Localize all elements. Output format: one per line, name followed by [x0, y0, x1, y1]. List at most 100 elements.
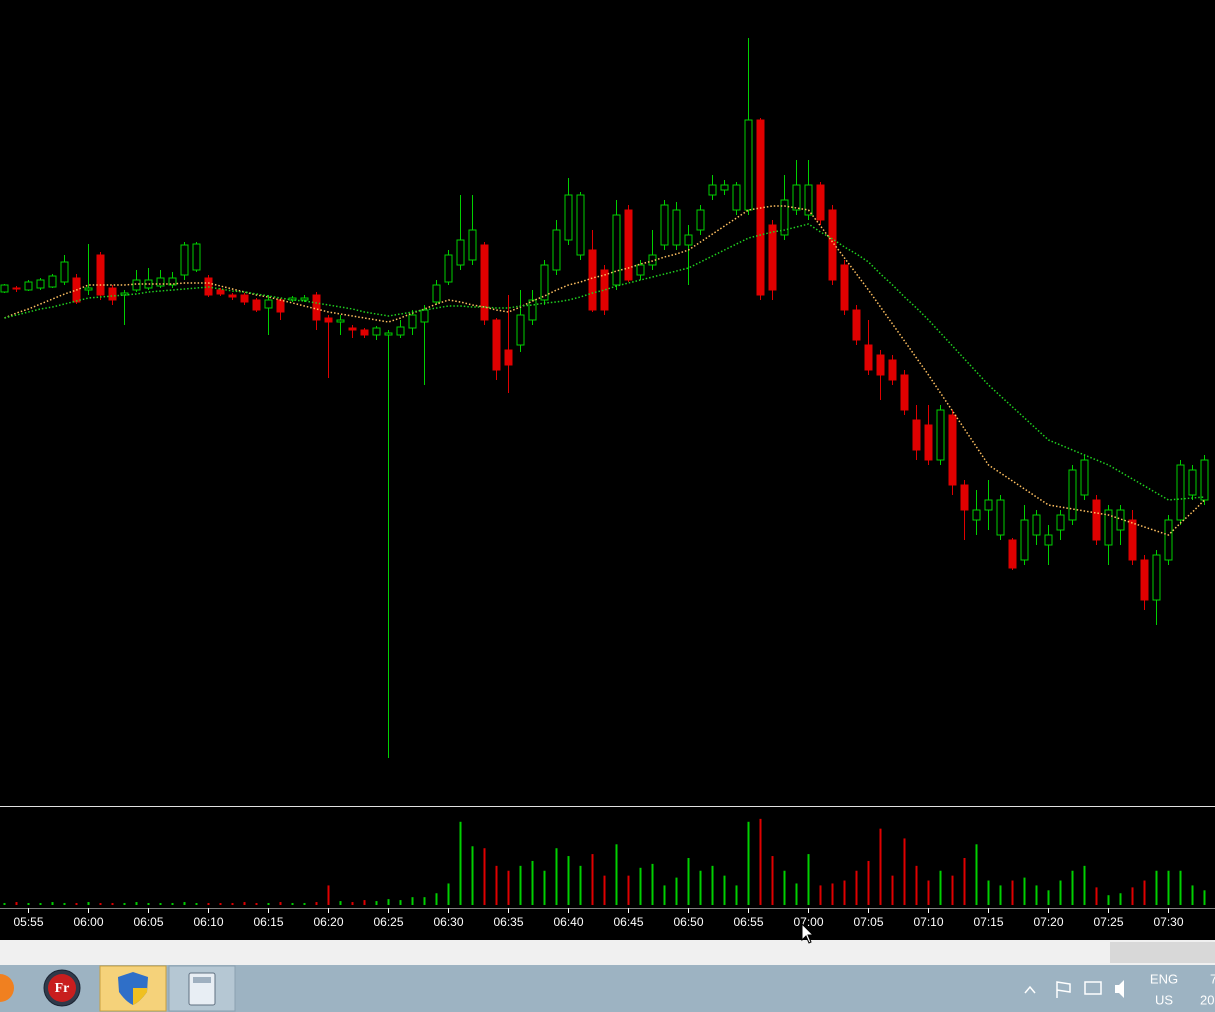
candle-body	[84, 287, 93, 291]
candle-body	[576, 194, 585, 256]
candle-body	[396, 326, 405, 336]
candle-body	[1116, 509, 1125, 531]
candle-body	[156, 277, 165, 287]
candle-body	[528, 299, 537, 321]
candle-body	[876, 354, 885, 376]
candle-body	[588, 249, 597, 311]
candle-body	[1080, 459, 1089, 496]
candle-body	[624, 209, 633, 281]
candle-body	[1188, 469, 1197, 496]
candle-body	[660, 204, 669, 246]
candle-body	[216, 289, 225, 295]
candle-body	[300, 297, 309, 301]
tray-volume[interactable]	[1115, 980, 1124, 998]
app-button-fr[interactable]: Fr	[43, 969, 81, 1007]
scrollbar[interactable]	[0, 940, 1215, 965]
moving-average	[4, 205, 1206, 536]
candle-body	[708, 184, 717, 196]
candle-body	[360, 329, 369, 336]
candle-body	[36, 279, 45, 289]
candle-body	[564, 194, 573, 241]
candle-body	[780, 199, 789, 236]
candle-body	[348, 327, 357, 331]
x-tick-label: 06:25	[373, 915, 403, 929]
x-tick-label: 07:00	[793, 915, 823, 929]
tray-flag[interactable]	[1056, 981, 1071, 998]
candle-body	[336, 319, 345, 323]
candle-body	[192, 243, 201, 271]
candle-body	[384, 332, 393, 336]
candle-body	[252, 299, 261, 311]
candle-body	[840, 264, 849, 311]
candle-body	[696, 209, 705, 231]
candle-body	[1164, 519, 1173, 561]
x-tick-label: 07:05	[853, 915, 883, 929]
x-tick-label: 07:25	[1093, 915, 1123, 929]
candle-body	[264, 299, 273, 309]
x-tick-label: 06:00	[73, 915, 103, 929]
candle-body	[1056, 514, 1065, 531]
candle-body	[984, 499, 993, 511]
candle-body	[744, 119, 753, 211]
candle-body	[768, 224, 777, 291]
candle-body	[936, 409, 945, 461]
app-icon-orange[interactable]	[0, 974, 14, 1002]
candle-body	[732, 184, 741, 211]
scrollbar-thumb[interactable]	[1110, 942, 1215, 963]
candle-body	[864, 344, 873, 371]
candle-body	[924, 424, 933, 461]
candle-body	[468, 229, 477, 261]
candle-body	[1020, 519, 1029, 561]
region[interactable]: US	[1155, 992, 1173, 1007]
x-tick-label: 06:40	[553, 915, 583, 929]
x-tick-label: 06:55	[733, 915, 763, 929]
app-button-security[interactable]	[99, 965, 167, 1012]
tray-expand[interactable]	[1024, 985, 1036, 994]
app-button-calculator[interactable]	[168, 965, 236, 1012]
candle-body	[888, 359, 897, 381]
candle-body	[180, 244, 189, 276]
candle-body	[432, 284, 441, 303]
candle-body	[540, 264, 549, 301]
shield-quarter	[133, 972, 147, 1005]
candle-body	[324, 317, 333, 323]
candle-body	[552, 229, 561, 271]
candle-body	[492, 319, 501, 371]
x-tick-label: 06:10	[193, 915, 223, 929]
candle-body	[1032, 514, 1041, 536]
candle-body	[0, 284, 9, 293]
candle-body	[108, 287, 117, 301]
clock-date[interactable]: 20	[1200, 992, 1214, 1007]
candle-body	[516, 314, 525, 346]
candle-body	[1152, 554, 1161, 601]
candle-body	[636, 264, 645, 276]
candle-body	[1140, 559, 1149, 601]
candle-body	[1044, 534, 1053, 546]
candle-body	[912, 419, 921, 451]
x-tick-label: 06:15	[253, 915, 283, 929]
candle-body	[24, 281, 33, 291]
x-tick-label: 06:50	[673, 915, 703, 929]
language[interactable]: ENG	[1150, 971, 1178, 986]
candle-body	[900, 374, 909, 411]
candle-body	[612, 214, 621, 286]
candle-body	[48, 275, 57, 288]
x-tick-label: 07:10	[913, 915, 943, 929]
candle-body	[12, 287, 21, 290]
candle-body	[672, 209, 681, 246]
candle-body	[996, 499, 1005, 536]
x-tick-label: 06:35	[493, 915, 523, 929]
clock-time[interactable]: 7	[1210, 971, 1215, 986]
candle-body	[792, 184, 801, 211]
candle-body	[852, 309, 861, 341]
candle-body	[1200, 459, 1209, 501]
candle-body	[228, 294, 237, 298]
candle-body	[1128, 519, 1137, 561]
candle-body	[600, 269, 609, 311]
candle-body	[96, 254, 105, 296]
candle-body	[132, 279, 141, 291]
fr-icon	[48, 974, 76, 1002]
x-tick-label: 07:20	[1033, 915, 1063, 929]
tray-network[interactable]	[1084, 981, 1102, 995]
